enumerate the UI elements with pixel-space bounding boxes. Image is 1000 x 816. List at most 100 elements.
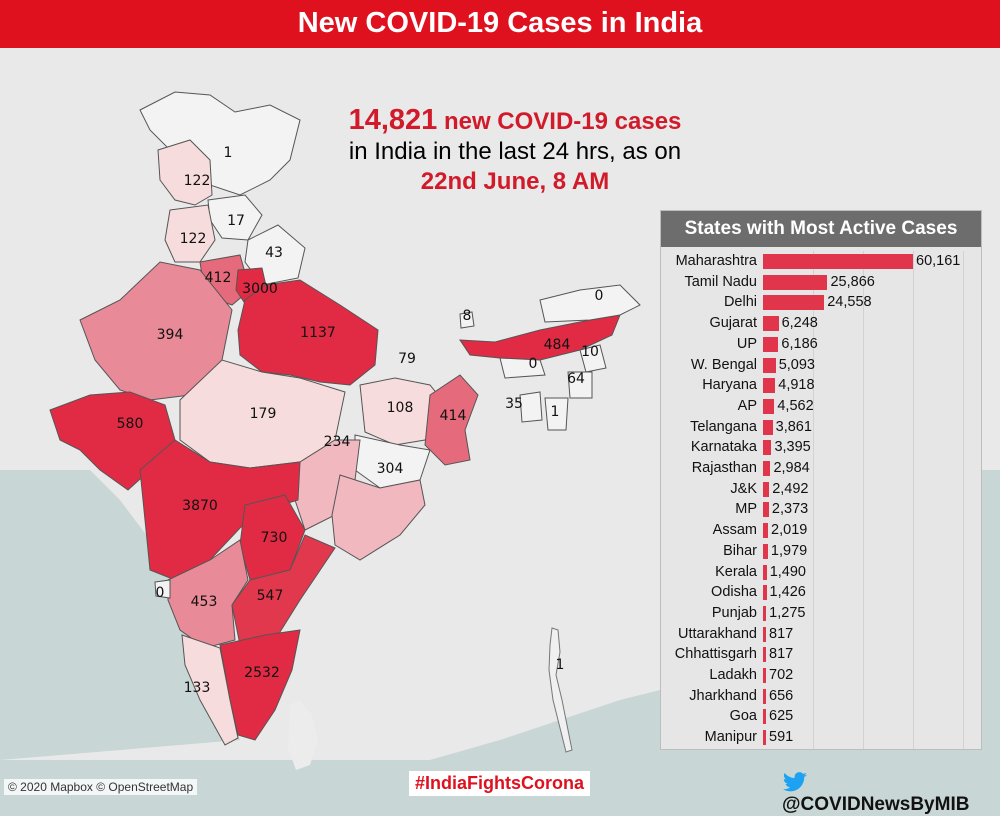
bar-value-label: 5,093: [778, 356, 815, 373]
bar-row: Odisha 1,426: [661, 582, 981, 603]
map-attribution[interactable]: © 2020 Mapbox © OpenStreetMap: [4, 779, 198, 795]
map-case-label: 8: [463, 308, 472, 324]
bar-category-label: Chhattisgarh: [674, 646, 757, 663]
bar: [763, 564, 767, 580]
andaman-islands: [548, 627, 573, 753]
map-case-label: 64: [567, 371, 585, 387]
bar-value-label: 1,426: [769, 584, 806, 601]
new-cases-suffix: new COVID-19 cases: [443, 108, 682, 135]
bar: [763, 647, 766, 663]
map-case-label: 133: [184, 680, 211, 696]
bar-row: J&K 2,492: [661, 479, 981, 500]
bar-row: Tamil Nadu 25,866: [661, 272, 981, 293]
bar: [763, 730, 766, 746]
map-case-label: 0: [156, 585, 165, 601]
bar-row: Jharkhand 656: [661, 686, 981, 707]
bar-category-label: Manipur: [704, 729, 757, 746]
map-case-label: 0: [595, 288, 604, 304]
grid-line: [863, 251, 864, 749]
state-jk: [157, 139, 213, 206]
bar-category-label: Uttarakhand: [678, 625, 757, 642]
state-karnataka: [167, 539, 249, 649]
bar-value-label: 60,161: [916, 253, 961, 269]
bar-value-label: 2,373: [771, 501, 809, 518]
map-case-label: 3000: [242, 281, 278, 297]
bar: [763, 709, 766, 725]
bar: [763, 668, 766, 683]
page-title: New COVID-19 Cases in India: [0, 0, 1000, 48]
map-case-label: 179: [250, 406, 277, 422]
bar-category-label: Delhi: [723, 294, 757, 311]
bar-row: Punjab 1,275: [661, 603, 981, 624]
bar-row: Assam 2,019: [661, 520, 981, 541]
bar-category-label: Tamil Nadu: [684, 273, 757, 290]
bar-value-label: 2,984: [773, 460, 810, 476]
bar-category-label: Punjab: [711, 604, 757, 621]
bar: [763, 502, 769, 518]
map-case-label: 412: [205, 270, 232, 286]
bar-category-label: Telangana: [690, 418, 757, 435]
state-nagaland: [579, 344, 607, 373]
bar: [763, 336, 779, 352]
bar-category-label: Rajasthan: [691, 460, 757, 476]
map-case-label: 730: [261, 530, 288, 546]
panel-title: States with Most Active Cases: [661, 211, 981, 247]
grid-line: [963, 251, 964, 749]
map-case-label: 1: [224, 145, 233, 161]
bar-category-label: Assam: [712, 522, 757, 539]
headline: 14,821 new COVID-19 cases in India in th…: [300, 105, 730, 197]
bar-category-label: Haryana: [702, 377, 757, 394]
bar-value-label: 25,866: [830, 273, 875, 290]
bar-value-label: 4,562: [777, 397, 814, 414]
bar-row: Ladakh 702: [661, 665, 981, 686]
hashtag: #IndiaFightsCorona: [409, 771, 591, 796]
bar-value-label: 591: [769, 729, 794, 746]
bar-category-label: Karnataka: [690, 439, 757, 456]
bar-category-label: J&K: [730, 480, 757, 497]
bar-row: Kerala 1,490: [661, 562, 981, 583]
bar-row: UP 6,186: [661, 334, 981, 355]
handle-text: @COVIDNewsByMIB: [782, 794, 970, 816]
twitter-handle[interactable]: @COVIDNewsByMIB: [782, 772, 1000, 816]
map-case-label: 1: [551, 404, 560, 420]
bar: [763, 357, 776, 373]
state-tripura: [519, 391, 543, 423]
bar-value-label: 702: [769, 667, 794, 683]
bar: [763, 419, 773, 435]
bar: [763, 440, 772, 456]
bar: [763, 378, 776, 394]
state-up: [237, 279, 379, 386]
map-case-label: 17: [227, 213, 245, 229]
bar-row: Goa 625: [661, 706, 981, 727]
bar: [763, 295, 825, 311]
bar: [763, 523, 769, 539]
bar-value-label: 24,558: [827, 294, 872, 311]
bar: [763, 398, 775, 414]
bar-row: Uttarakhand 817: [661, 624, 981, 645]
bar-category-label: Ladakh: [709, 667, 757, 683]
bar: [763, 316, 779, 332]
twitter-bird-icon: [782, 772, 807, 792]
bar-value-label: 817: [769, 625, 794, 642]
state-odisha: [331, 474, 426, 561]
bar: [763, 688, 766, 704]
bar: [763, 543, 768, 559]
bar-row: Manipur 591: [661, 727, 981, 748]
bar-value-label: 4,918: [778, 377, 815, 394]
map-case-label: 122: [184, 173, 211, 189]
map-case-label: 394: [157, 327, 184, 343]
map-case-label: 1137: [300, 325, 336, 341]
new-cases-count: 14,821: [348, 104, 438, 136]
bar-value-label: 3,861: [775, 418, 812, 435]
bar-value-label: 3,395: [774, 439, 811, 456]
bar: [763, 254, 913, 269]
bar-value-label: 2,492: [772, 480, 809, 497]
map-case-label: 1: [556, 657, 565, 673]
bar-row: Maharashtra 60,161: [661, 251, 981, 272]
headline-date: 22nd June, 8 AM: [420, 168, 610, 195]
bar-category-label: Jharkhand: [689, 687, 757, 704]
state-sikkim: [459, 311, 475, 329]
bar-row: Bihar 1,979: [661, 541, 981, 562]
bar-row: Telangana 3,861: [661, 417, 981, 438]
bar-category-label: Odisha: [711, 584, 757, 601]
